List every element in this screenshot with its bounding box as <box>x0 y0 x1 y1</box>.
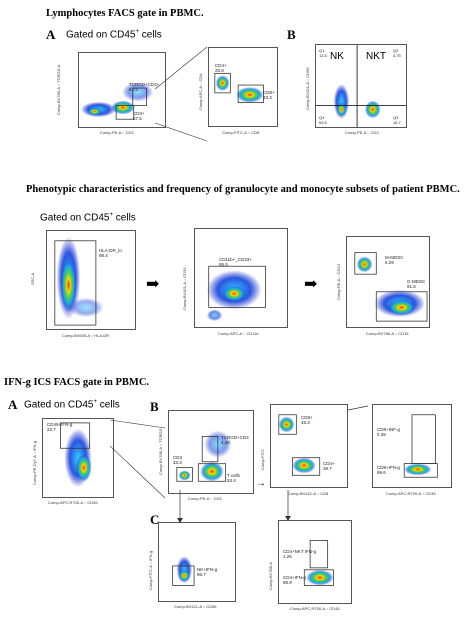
panel-a-letter-3: A <box>8 397 18 412</box>
facs-plot-cd45-ifng-nkt: CD4+NKT IFN-g 1.25 CD4+IFN-g 96.9 <box>278 520 352 604</box>
arrow-right-icon-2: ➡ <box>304 276 318 293</box>
facs-plot-cd15-cd14: M-MDSC 5.29 G-MDSC 91.5 <box>346 236 430 328</box>
panel-a-letter: A <box>46 27 56 42</box>
gated-label-3: Gated on CD45+ cells <box>24 399 120 411</box>
panel-b-letter: B <box>287 27 296 42</box>
facs-plot-cd45-ifng: CD45+IFN-g 22.7 <box>42 418 114 498</box>
facs-plot-cd3-tcrgd-ics: TCRGD+CD3 4.46 CD3 33.3 T cells 53.4 <box>168 410 254 494</box>
section3-title: IFN-g ICS FACS gate in PBMC. <box>4 377 150 388</box>
arrow-right-icon-3: → <box>256 478 266 489</box>
facs-plot-hladr-ssc: HLA-DR_lo 98.4 <box>46 230 136 330</box>
facs-plot-cd3-tcrgd: TCRGD+CD3+ 8.73 CD3+ 57.5 <box>78 52 166 128</box>
facs-plot-cd56-ifng: NK+IFN-g 96.7 <box>158 522 236 602</box>
gated-label: Gated on CD45+ cells <box>66 29 162 41</box>
facs-plot-cd8-cd4-ics: CD8+ 48.3 CD4+ 38.7 <box>270 404 348 488</box>
gate-zoom-lines <box>154 46 208 142</box>
section2-title: Phenotypic characteristics and frequency… <box>26 184 460 195</box>
facs-plot-cd11b-cd33: CD11b+_CD33+ 95.5 <box>194 228 288 328</box>
panel-c-letter-3: C <box>150 512 160 527</box>
section1-title: Lymphocytes FACS gate in PBMC. <box>46 8 204 19</box>
facs-plot-cd8-cd4: CD4+ 25.8 CD8+ 33.3 <box>208 47 278 127</box>
facs-plot-cd8-ifng: CD8+INF-g 0.39 CD8+IFN-g 99.6 <box>372 404 452 488</box>
arrow-right-icon: ➡ <box>146 276 160 293</box>
facs-plot-cd3-cd56: Q1 12.5 Q2 4.75 Q4 63.5 Q3 16.7 NK NKT <box>315 44 407 128</box>
panel-b-letter-3: B <box>150 399 159 414</box>
gate-down-arrows <box>177 490 291 523</box>
arrow-right-icon-4 <box>348 405 369 411</box>
gate-link-lines <box>110 419 166 499</box>
gated-label-2: Gated on CD45+ cells <box>40 212 136 224</box>
